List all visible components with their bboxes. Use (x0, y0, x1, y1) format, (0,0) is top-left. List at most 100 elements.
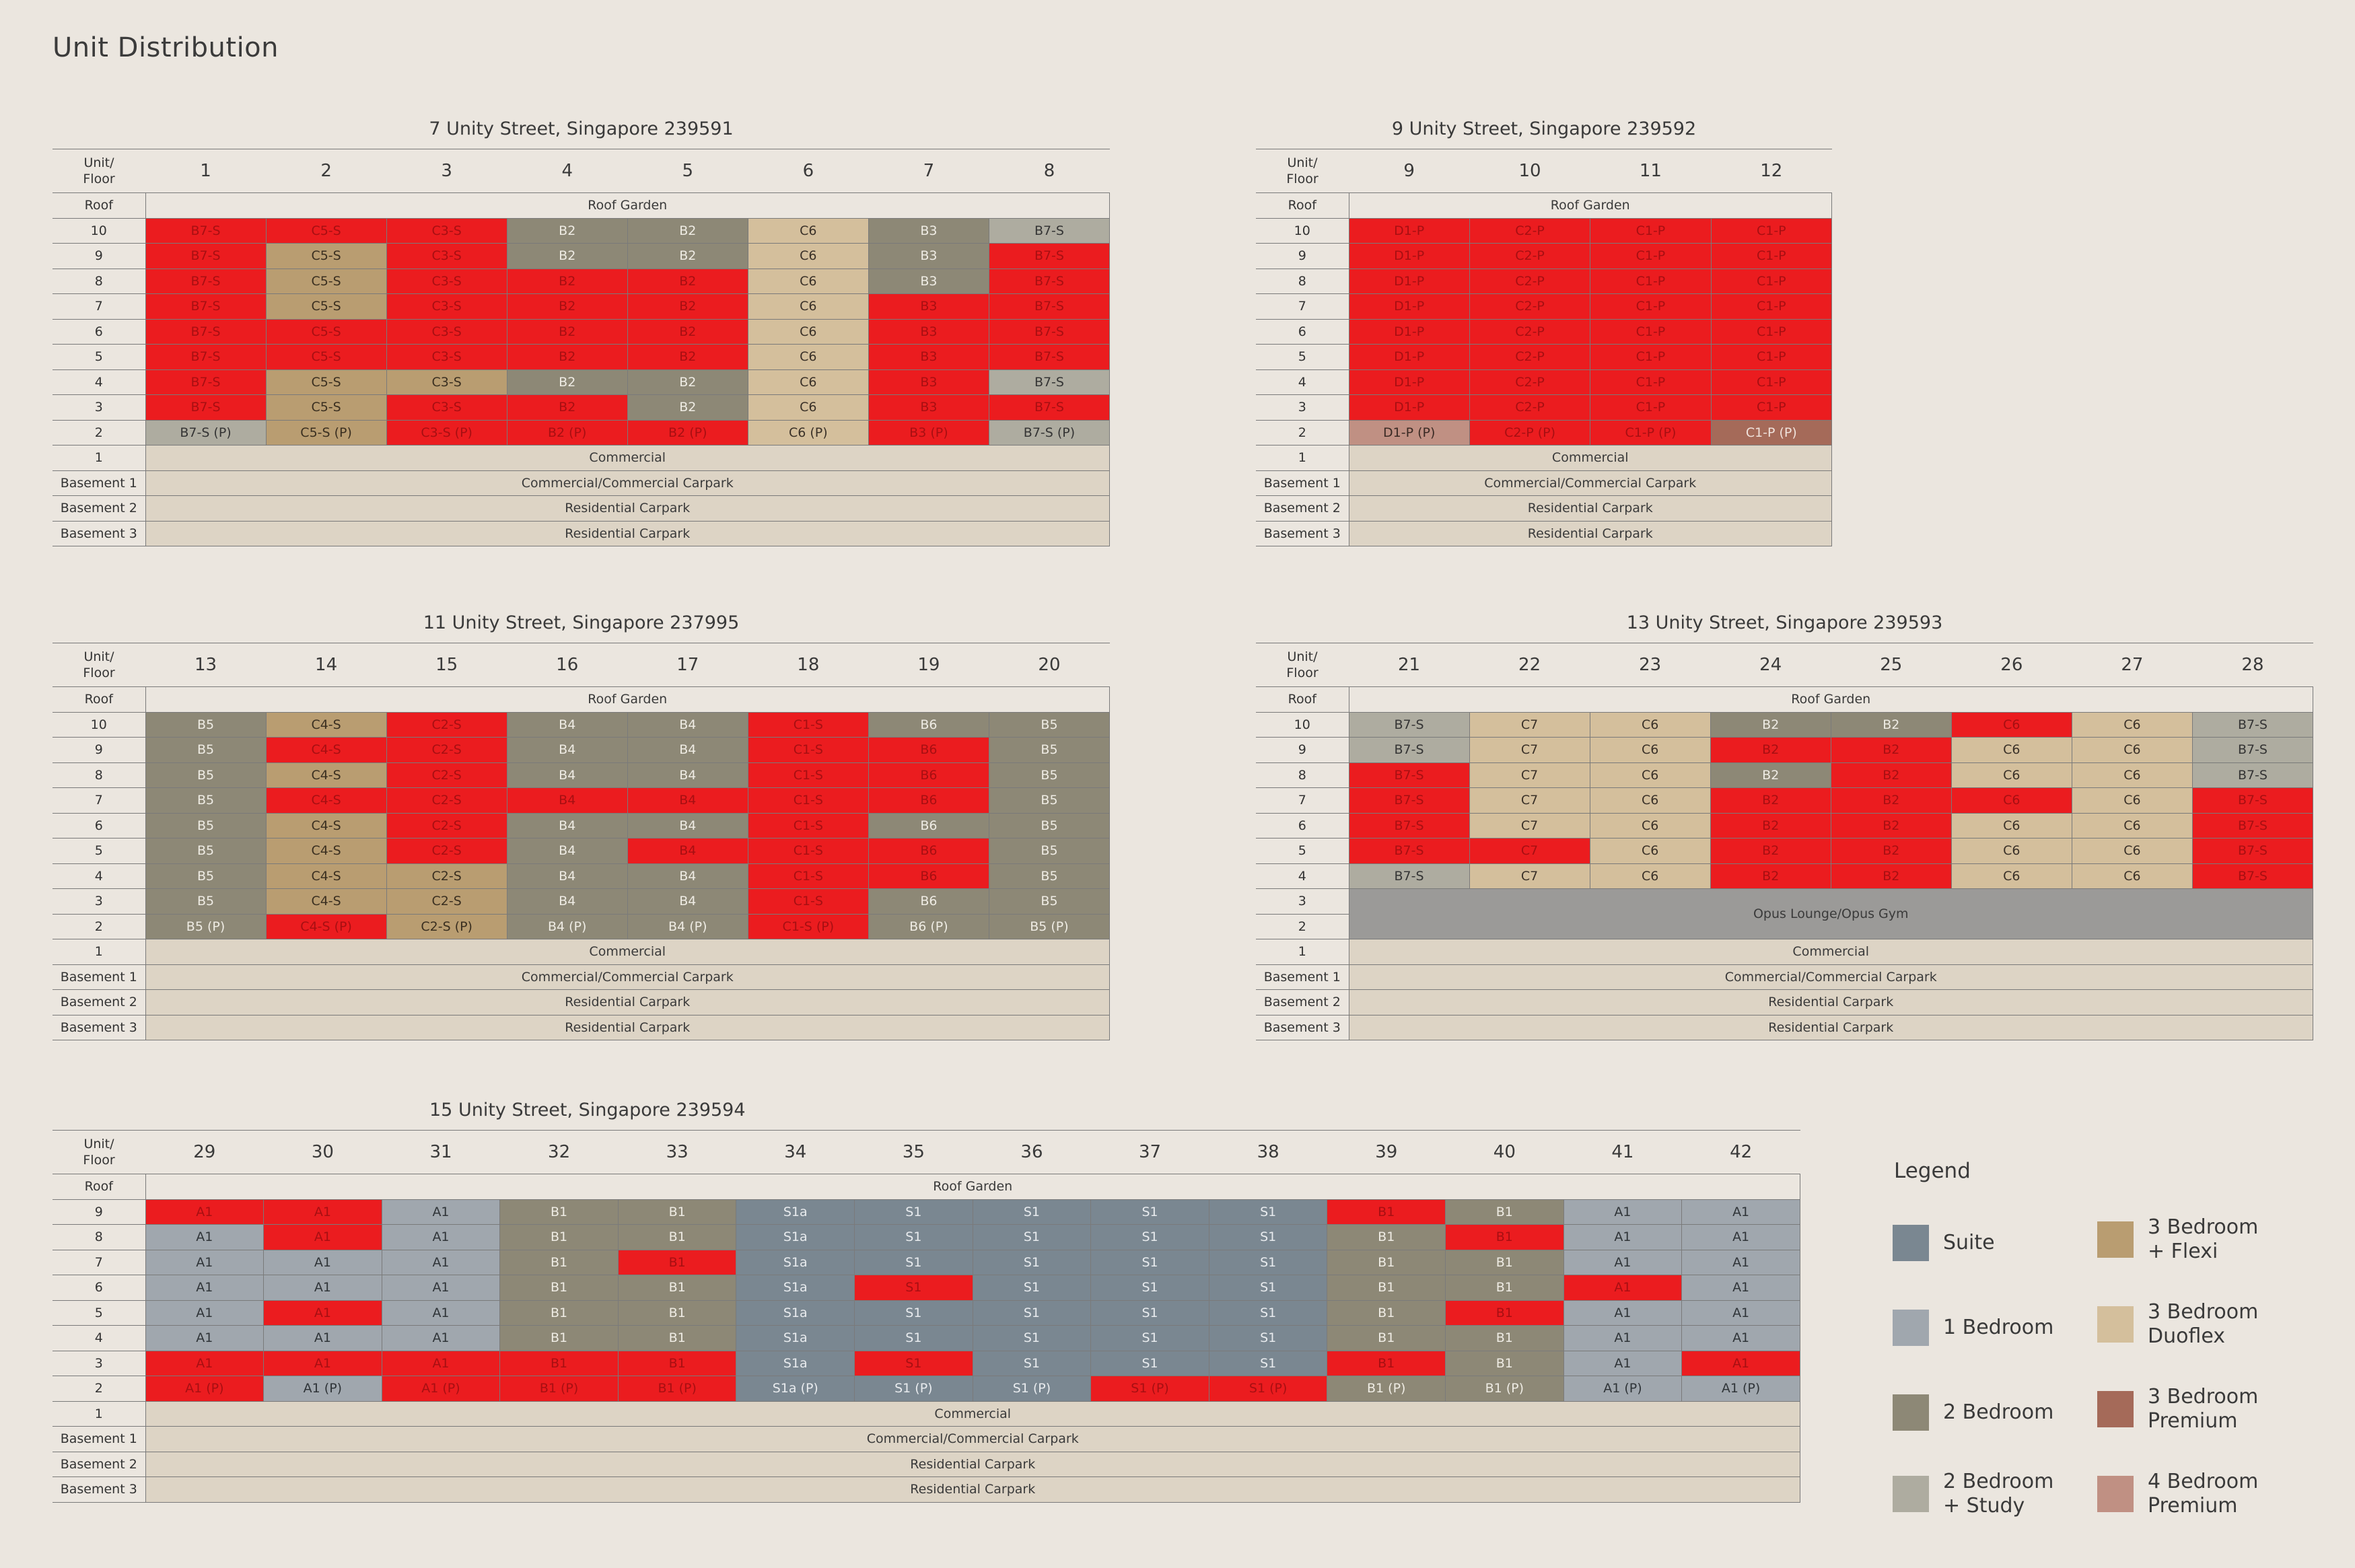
unit-cell: B7-S (988, 394, 1111, 421)
unit-cell: B2 (1710, 863, 1831, 889)
unit-cell: B2 (627, 344, 748, 370)
legend-swatch (2097, 1306, 2134, 1343)
unit-cell: A1 (381, 1275, 501, 1301)
unit-cell: C2-S (P) (386, 913, 507, 939)
unit-cell: S1 (P) (1208, 1376, 1328, 1402)
floor-row: 1 Commercial (1256, 939, 2313, 965)
legend-label: 2 Bedroom + Study (1943, 1470, 2054, 1518)
unit-floor-header: Unit/ Floor (1256, 643, 1349, 687)
unit-cell: C6 (1950, 737, 2072, 763)
floor-row: 4 B7-S C5-S C3-S B2 B2 C6 B3 B7-S (52, 369, 1111, 395)
roof-garden-cell: Roof Garden (145, 686, 1110, 713)
legend-item-2-bedroom: 2 Bedroom (1893, 1394, 2053, 1431)
floor-row: Basement 3 Residential Carpark (1256, 1014, 2313, 1040)
floor-label: Basement 3 (52, 520, 146, 546)
unit-cell: S1 (854, 1249, 973, 1275)
unit-cell: C4-S (265, 787, 387, 814)
floor-row: 6 A1 A1 A1 B1 B1 S1a S1 S1 S1 S1 B1 B1 A1 A1 (52, 1275, 1800, 1301)
unit-cell: B2 (1710, 762, 1831, 788)
unit-cell: S1 (854, 1275, 973, 1301)
unit-cell: B1 (1445, 1299, 1564, 1326)
unit-cell: C4-S (265, 762, 387, 788)
floor-label: 3 (1256, 888, 1349, 915)
floor-label: Basement 2 (1256, 989, 1349, 1015)
unit-number-header: 41 (1563, 1130, 1682, 1174)
floor-row: Basement 1 Commercial/Commercial Carpark (52, 1426, 1800, 1452)
unit-cell: B7-S (145, 268, 267, 294)
floor-row: 9 B7-S C7 C6 B2 B2 C6 C6 B7-S (1256, 737, 2314, 763)
unit-cell: S1 (1208, 1224, 1328, 1250)
unit-table: Unit/ Floor 9 10 11 12 Roof Roof Garden 10 D1-P C… (1256, 149, 1833, 546)
unit-cell: B5 (145, 812, 267, 839)
unit-cell: S1 (1090, 1299, 1209, 1326)
unit-cell: S1 (972, 1224, 1092, 1250)
floor-label: 6 (52, 1275, 146, 1301)
unit-cell: B7-S (1348, 737, 1470, 763)
unit-cell: B2 (506, 243, 628, 269)
unit-cell: C6 (747, 217, 869, 244)
unit-cell: C6 (2071, 812, 2193, 839)
block-15-unity-street: 15 Unity Street, Singapore 239594 Unit/ … (52, 1091, 1800, 1503)
header-row: Unit/ Floor 1 2 3 4 5 6 7 8 (52, 149, 1110, 193)
unit-cell: A1 (P) (381, 1376, 501, 1402)
unit-cell: A1 (1681, 1325, 1800, 1351)
floor-row: 7 B5 C4-S C2-S B4 B4 C1-S B6 B5 (52, 787, 1111, 814)
unit-cell: B7-S (2191, 711, 2314, 738)
block-title: 15 Unity Street, Singapore 239594 (429, 1100, 746, 1120)
unit-cell: A1 (P) (1681, 1376, 1800, 1402)
amenity-cell: Opus Lounge/Opus Gym (1348, 888, 2313, 939)
unit-cell: S1 (1208, 1350, 1328, 1376)
unit-cell: B1 (1445, 1275, 1564, 1301)
unit-cell: S1 (1208, 1299, 1328, 1326)
floor-row: 3 A1 A1 A1 B1 B1 S1a S1 S1 S1 S1 B1 B1 A1 A1 (52, 1350, 1800, 1376)
legend-swatch (1893, 1476, 1929, 1512)
unit-cell: B5 (988, 888, 1111, 915)
unit-cell: C1-P (1710, 268, 1833, 294)
unit-cell: B7-S (145, 243, 267, 269)
unit-cell: S1a (736, 1299, 855, 1326)
legend-label: 4 Bedroom Premium (2148, 1470, 2259, 1518)
unit-number-header: 30 (263, 1130, 382, 1174)
unit-number-header: 3 (386, 149, 507, 193)
floor-label: 7 (52, 1249, 146, 1275)
floor-row: Basement 1 Commercial/Commercial Carpark (1256, 470, 1832, 496)
unit-cell: C1-S (747, 737, 869, 763)
roof-garden-cell: Roof Garden (1348, 192, 1832, 219)
floor-row: 3 B5 C4-S C2-S B4 B4 C1-S B6 B5 (52, 888, 1111, 915)
floor-label: Basement 3 (52, 1476, 146, 1503)
unit-cell: C2-P (1469, 268, 1591, 294)
legend-swatch (1893, 1310, 1929, 1346)
unit-number-header: 36 (973, 1130, 1091, 1174)
unit-cell: S1 (972, 1325, 1092, 1351)
unit-cell: B7-S (1348, 787, 1470, 814)
floor-label: 2 (52, 1376, 146, 1402)
unit-number-header: 8 (989, 149, 1110, 193)
floor-row: 1 Commercial (1256, 445, 1832, 471)
floor-row: 1 Commercial (52, 939, 1110, 965)
unit-cell: B2 (627, 268, 748, 294)
floor-row: Basement 3 Residential Carpark (52, 1014, 1110, 1040)
floor-row: 5 B7-S C5-S C3-S B2 B2 C6 B3 B7-S (52, 344, 1111, 370)
floor-label: 3 (52, 394, 146, 421)
unit-cell: S1 (854, 1199, 973, 1225)
unit-cell: C6 (1589, 838, 1711, 864)
common-area-cell: Residential Carpark (145, 495, 1110, 522)
legend: Legend Suite 1 Bedroom 2 Bedroom 2 Bedro… (1893, 1159, 2337, 1522)
unit-cell: C1-S (747, 762, 869, 788)
floor-label: 1 (1256, 939, 1349, 965)
floor-row: 5 A1 A1 A1 B1 B1 S1a S1 S1 S1 S1 B1 B1 A1 A1 (52, 1299, 1800, 1326)
unit-cell: S1 (1090, 1325, 1209, 1351)
unit-cell: B3 (868, 369, 989, 395)
unit-number-header: 35 (854, 1130, 973, 1174)
floor-label: 5 (52, 838, 146, 864)
floor-row: Basement 2 Residential Carpark (52, 1451, 1800, 1477)
unit-cell: B2 (627, 217, 748, 244)
floor-label: 8 (52, 762, 146, 788)
block-9-unity-street: 9 Unity Street, Singapore 239592 Unit/ F… (1256, 110, 1833, 546)
floor-label: 8 (1256, 268, 1349, 294)
unit-cell: D1-P (1348, 293, 1470, 320)
unit-cell: S1a (736, 1350, 855, 1376)
floor-label: Roof (1256, 192, 1349, 219)
floor-label: Basement 2 (52, 1451, 146, 1477)
unit-cell: B4 (627, 762, 748, 788)
